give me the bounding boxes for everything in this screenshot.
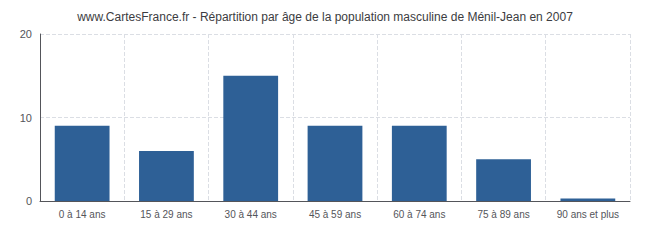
svg-text:60 à 74 ans: 60 à 74 ans bbox=[393, 209, 445, 220]
svg-text:75 à 89 ans: 75 à 89 ans bbox=[477, 209, 529, 220]
svg-text:15 à 29 ans: 15 à 29 ans bbox=[140, 209, 192, 220]
svg-text:0: 0 bbox=[26, 195, 32, 207]
svg-text:0 à 14 ans: 0 à 14 ans bbox=[59, 209, 106, 220]
svg-text:30 à 44 ans: 30 à 44 ans bbox=[225, 209, 277, 220]
svg-text:45 à 59 ans: 45 à 59 ans bbox=[309, 209, 361, 220]
svg-text:10: 10 bbox=[20, 112, 32, 124]
svg-text:90 ans et plus: 90 ans et plus bbox=[557, 209, 619, 220]
svg-text:www.CartesFrance.fr - Répartit: www.CartesFrance.fr - Répartition par âg… bbox=[76, 10, 573, 24]
svg-text:20: 20 bbox=[20, 28, 32, 40]
